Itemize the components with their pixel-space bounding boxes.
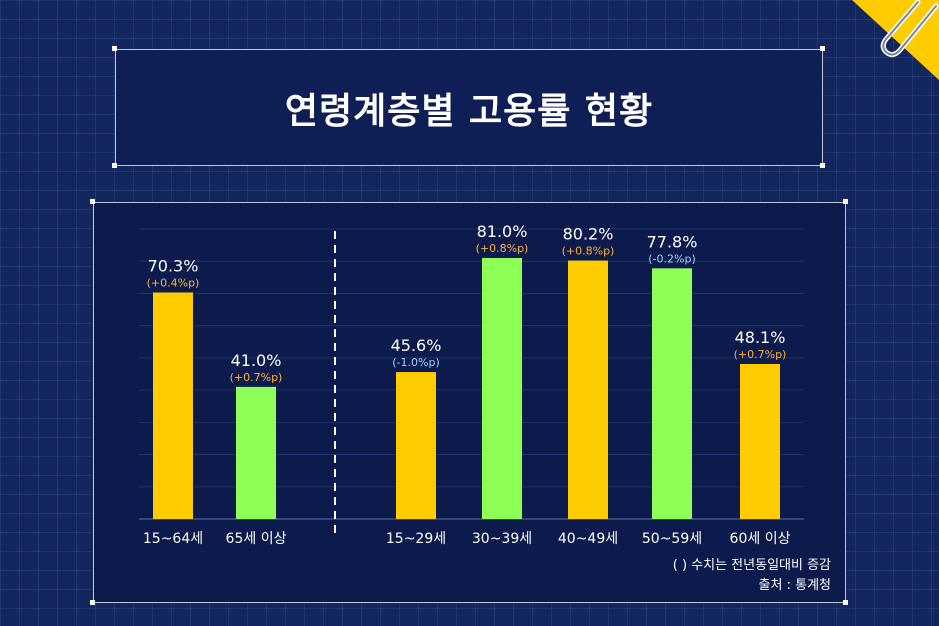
tick-label: 65세 이상 bbox=[226, 531, 287, 547]
footnote: ( ) 수치는 전년동일대비 증감 bbox=[672, 558, 831, 573]
change-label: (+0.8%p) bbox=[562, 245, 615, 258]
tick-label: 50~59세 bbox=[642, 531, 702, 547]
chart-corner-tr bbox=[843, 199, 848, 204]
tick-label: 40~49세 bbox=[558, 531, 618, 547]
change-label: (-0.2%p) bbox=[648, 252, 695, 265]
title-box: 연령계층별 고용률 현황 bbox=[115, 49, 823, 166]
tick-label: 15~64세 bbox=[143, 531, 203, 547]
source-note: 출처 : 통계청 bbox=[758, 578, 831, 593]
tick-label: 15~29세 bbox=[386, 531, 446, 547]
title-corner-bl bbox=[112, 163, 117, 168]
value-label: 80.2% bbox=[563, 225, 614, 244]
value-label: 77.8% bbox=[647, 232, 698, 251]
value-label: 81.0% bbox=[477, 222, 528, 241]
value-label: 70.3% bbox=[148, 256, 199, 275]
title-corner-tl bbox=[112, 46, 117, 51]
change-label: (+0.7%p) bbox=[734, 348, 787, 361]
chart-panel: 70.3% (+0.4%p) 15~64세 41.0% (+0.7%p) 65세 이상 45… bbox=[93, 202, 846, 603]
change-label: (+0.7%p) bbox=[230, 371, 283, 384]
change-label: (-1.0%p) bbox=[392, 356, 439, 369]
bar-60세 이상 bbox=[740, 364, 780, 519]
paperclip-icon bbox=[852, 0, 939, 80]
tick-label: 60세 이상 bbox=[730, 531, 791, 547]
bar-30~39세 bbox=[482, 258, 522, 519]
bar-40~49세 bbox=[568, 260, 608, 519]
title-corner-tr bbox=[820, 46, 825, 51]
chart-corner-br bbox=[843, 600, 848, 605]
bar-15~64세 bbox=[153, 292, 193, 519]
tick-label: 30~39세 bbox=[472, 531, 532, 547]
value-label: 41.0% bbox=[231, 351, 282, 370]
change-label: (+0.4%p) bbox=[147, 276, 200, 289]
chart-corner-bl bbox=[90, 600, 95, 605]
value-label: 45.6% bbox=[391, 336, 442, 355]
value-label: 48.1% bbox=[735, 328, 786, 347]
bar-15~29세 bbox=[396, 372, 436, 519]
page-title: 연령계층별 고용률 현황 bbox=[284, 90, 654, 132]
bar-65세 이상 bbox=[236, 386, 276, 519]
chart-corner-tl bbox=[90, 199, 95, 204]
change-label: (+0.8%p) bbox=[476, 242, 529, 255]
title-corner-br bbox=[820, 163, 825, 168]
bar-50~59세 bbox=[652, 268, 692, 519]
